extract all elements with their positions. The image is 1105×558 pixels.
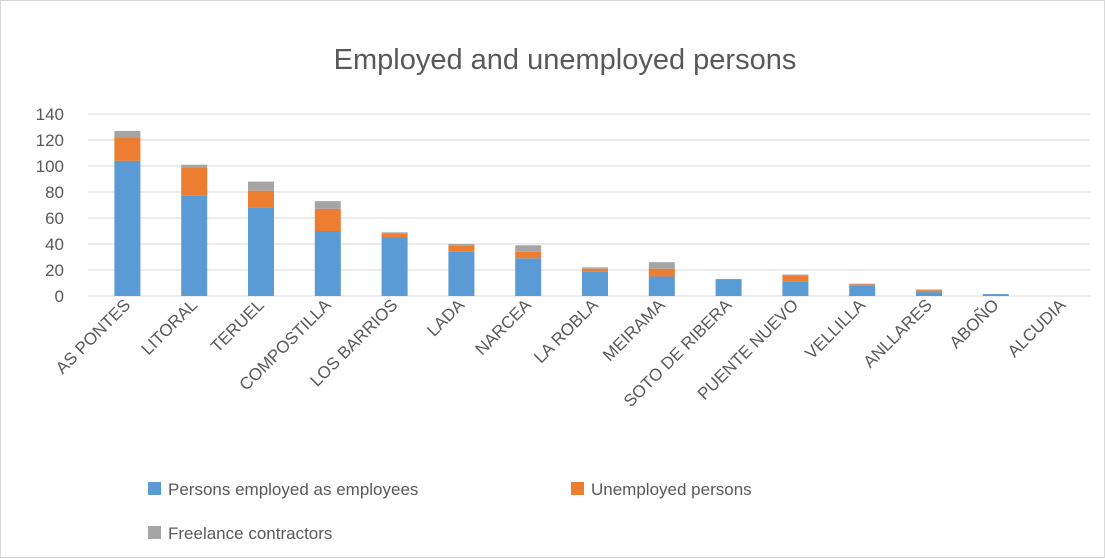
x-tick-label: ANLLARES: [860, 295, 936, 371]
x-tick-label: NARCEA: [471, 295, 535, 359]
chart-title: Employed and unemployed persons: [334, 44, 797, 76]
bar-segment: [314, 231, 341, 296]
bar-segment: [381, 237, 408, 296]
bar-segment: [715, 279, 742, 296]
legend-swatch: [148, 526, 161, 539]
bar-segment: [648, 268, 675, 277]
legend-swatch: [148, 482, 161, 495]
y-tick-label: 140: [36, 105, 64, 124]
y-tick-label: 60: [45, 209, 64, 228]
bar-segment: [515, 251, 542, 259]
bar-segment: [515, 258, 542, 296]
bar-segment: [849, 284, 876, 286]
y-tick-label: 80: [45, 183, 64, 202]
x-tick-label: ABOÑO: [946, 295, 1003, 352]
bar-segment: [448, 244, 475, 246]
bar-segment: [916, 289, 942, 291]
legend-label: Unemployed persons: [591, 480, 752, 499]
y-tick-label: 120: [36, 131, 64, 150]
legend: Persons employed as employees Unemployed …: [148, 480, 752, 543]
bar-segment: [648, 262, 675, 269]
legend-label: Persons employed as employees: [168, 480, 418, 499]
y-tick-label: 40: [45, 235, 64, 254]
bar-segment: [782, 275, 809, 282]
bar-segment: [648, 276, 675, 296]
y-tick-label: 20: [45, 261, 64, 280]
bar-segment: [782, 274, 809, 276]
bar-segment: [448, 251, 475, 296]
x-tick-label: VELLILLA: [801, 295, 869, 363]
x-tick-label: TERUEL: [207, 295, 268, 356]
bar-segment: [114, 137, 141, 161]
bar-segment: [248, 181, 274, 191]
y-tick-label: 0: [55, 287, 64, 306]
bar-segment: [849, 283, 876, 285]
x-tick-label: LADA: [423, 295, 468, 340]
legend-label: Freelance contractors: [168, 524, 332, 543]
bar-segment: [448, 245, 475, 252]
bar-segment: [181, 164, 208, 168]
bar-segment: [381, 232, 408, 234]
bar-segment: [181, 195, 208, 296]
bar-segment: [582, 268, 608, 272]
y-axis-ticks: 0 20 40 60 80 100 120 140: [36, 105, 64, 306]
bar-segment: [849, 285, 876, 296]
y-tick-label: 100: [36, 157, 64, 176]
bars: [114, 130, 1009, 296]
x-tick-label: AS PONTES: [52, 295, 134, 377]
bar-segment: [582, 267, 608, 269]
bar-segment: [114, 160, 141, 296]
bar-segment: [582, 271, 608, 296]
legend-swatch: [571, 482, 584, 495]
bar-segment: [248, 190, 274, 208]
bar-segment: [314, 208, 341, 231]
x-tick-label: LITORAL: [138, 295, 201, 358]
x-tick-label: LA ROBLA: [530, 295, 602, 367]
bar-segment: [515, 245, 542, 252]
bar-segment: [314, 201, 341, 209]
x-tick-label: MEIRAMA: [599, 295, 669, 365]
bar-segment: [982, 294, 1009, 296]
bar-segment: [916, 290, 942, 293]
bar-segment: [381, 233, 408, 238]
bar-segment: [181, 167, 208, 196]
bar-segment: [916, 292, 942, 296]
x-tick-label: ALCUDIA: [1004, 295, 1070, 361]
bar-segment: [114, 130, 141, 138]
bar-segment: [248, 207, 274, 296]
bar-segment: [782, 281, 809, 296]
